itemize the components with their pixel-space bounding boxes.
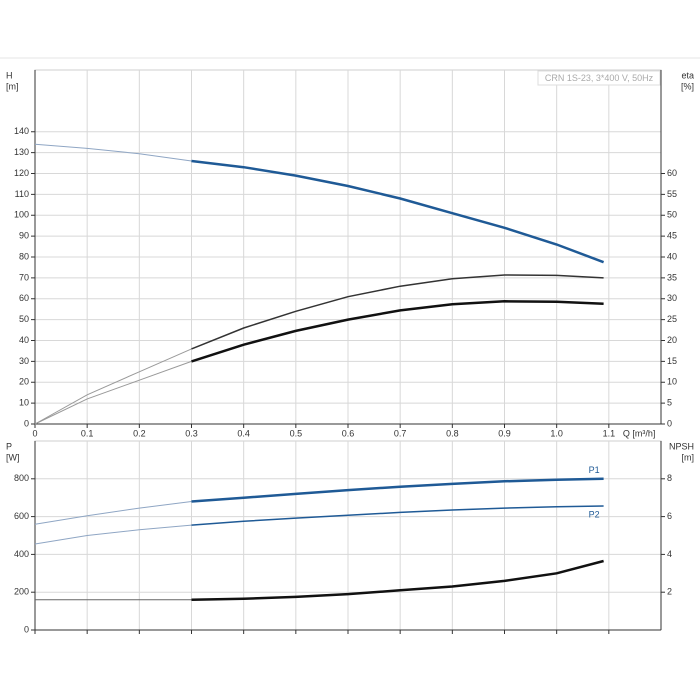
y2-tick-label: 15 [667,356,677,366]
y-tick-label: 30 [19,356,29,366]
header: CRN 1S-23, 3*400 V, 50Hz [545,73,654,83]
y2-tick-label: 40 [667,251,677,261]
x-tick-label: 0.3 [185,428,198,438]
y-tick-label: 800 [14,473,29,483]
y2-tick-label: 5 [667,398,672,408]
x-tick-label: 0.8 [446,428,459,438]
y2-tick-label: 2 [667,587,672,597]
x-tick-label: 0.1 [81,428,94,438]
y-tick-label: 40 [19,335,29,345]
y2-axis-label: NPSH [669,441,694,451]
y2-axis-label: eta [681,70,694,80]
curve [34,348,192,425]
y-tick-label: 90 [19,231,29,241]
y-axis-label: P [6,441,12,451]
curve [34,524,192,545]
y2-tick-label: 6 [667,511,672,521]
y2-tick-label: 55 [667,189,677,199]
y2-tick-label: 45 [667,231,677,241]
series-label: P2 [589,509,600,519]
y2-tick-label: 10 [667,377,677,387]
x-tick-label: 0.5 [290,428,303,438]
x-tick-label: 0 [32,428,37,438]
y-tick-label: 200 [14,587,29,597]
y-tick-label: 140 [14,126,29,136]
header-box [537,70,661,86]
curve [191,159,605,264]
y2-axis-label: [%] [681,81,694,91]
curve [191,559,604,602]
y2-tick-label: 4 [667,549,672,559]
y-tick-label: 0 [24,624,29,634]
curve [191,274,604,350]
y-axis-label: H [6,70,13,80]
curve [191,300,604,363]
y-tick-label: 10 [19,398,29,408]
y-tick-label: 400 [14,549,29,559]
x-tick-label: 0.9 [498,428,511,438]
y-tick-label: 130 [14,147,29,157]
y2-tick-label: 0 [667,418,672,428]
y2-tick-label: 50 [667,210,677,220]
x-tick-label: 1.1 [603,428,616,438]
y-axis-label: [m] [6,81,19,91]
y-tick-label: 60 [19,293,29,303]
y2-tick-label: 30 [667,293,677,303]
y-tick-label: 120 [14,168,29,178]
y-tick-label: 20 [19,377,29,387]
y2-tick-label: 20 [667,335,677,345]
y2-tick-label: 25 [667,314,677,324]
y2-axis-label: [m] [682,452,695,462]
y2-tick-label: 60 [667,168,677,178]
x-tick-label: 0.7 [394,428,407,438]
series-label: P1 [589,465,600,475]
x-tick-label: 0.4 [237,428,250,438]
y-tick-label: 100 [14,210,29,220]
y-tick-label: 110 [15,189,29,199]
y-tick-label: 50 [19,314,29,324]
x-tick-label: 1.0 [550,428,563,438]
curve [34,501,192,525]
x-axis-label: Q [m³/h] [623,428,656,438]
curve [191,477,604,503]
curve [34,143,192,162]
curve [34,360,192,425]
x-tick-label: 0.2 [133,428,146,438]
curve [191,505,604,526]
y2-tick-label: 8 [667,473,672,483]
y-tick-label: 70 [19,272,29,282]
x-tick-label: 0.6 [342,428,355,438]
y-tick-label: 0 [24,418,29,428]
y-axis-label: [W] [6,452,20,462]
y-tick-label: 600 [14,511,29,521]
y-tick-label: 80 [19,251,29,261]
y2-tick-label: 35 [667,272,677,282]
